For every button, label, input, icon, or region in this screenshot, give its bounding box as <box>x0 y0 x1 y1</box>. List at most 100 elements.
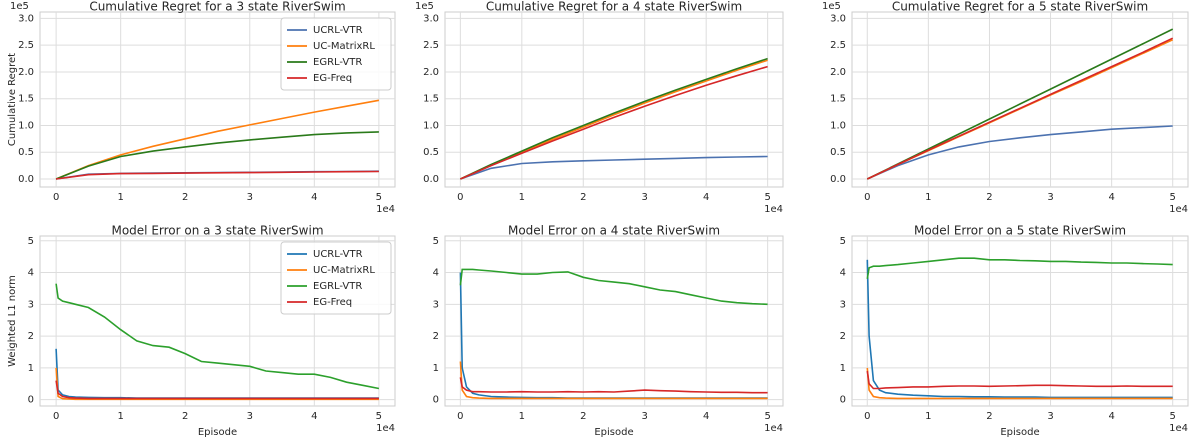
plot-area <box>851 11 1189 188</box>
y-tick-label: 0.5 <box>423 147 439 158</box>
x-axis-label: Episode <box>1000 427 1039 438</box>
subplot: 0 1 2 3 4 5 0 1 2 3 4 5 Model Error on a 5 state Riv… <box>840 224 1189 438</box>
y-tick-label: 0.0 <box>18 174 34 185</box>
y-axis-label: Cumulative Regret <box>7 53 18 146</box>
x-offset-label: 1e4 <box>376 204 395 215</box>
x-tick-label: 1 <box>925 411 931 422</box>
x-tick-label: 2 <box>580 411 586 422</box>
x-tick-label: 1 <box>519 192 525 203</box>
legend-label: EGRL-VTR <box>313 281 362 292</box>
legend-label: EG-Freq <box>313 73 352 84</box>
series-line <box>55 99 380 180</box>
x-tick-label: 2 <box>986 192 992 203</box>
plot-lines <box>459 268 768 400</box>
series-line <box>459 377 768 394</box>
y-tick-label: 0.5 <box>18 147 34 158</box>
y-tick-label: 1.5 <box>423 94 439 105</box>
x-tick-label: 3 <box>642 411 648 422</box>
series-line <box>460 57 768 180</box>
y-tick-label: 1.0 <box>18 120 34 131</box>
x-tick-label: 0 <box>53 192 59 203</box>
y-tick-label: 4 <box>840 268 846 279</box>
series-line <box>866 28 1174 180</box>
x-tick-label: 1 <box>117 192 123 203</box>
plot-lines <box>460 57 768 180</box>
series-line <box>866 257 1173 280</box>
y-tick-label: 1 <box>28 363 34 374</box>
plot-lines <box>866 28 1174 180</box>
x-tick-label: 2 <box>986 411 992 422</box>
series-line <box>866 370 1173 390</box>
x-tick-label: 1 <box>519 411 525 422</box>
y-tick-label: 3.0 <box>423 13 439 24</box>
x-tick-label: 1 <box>117 411 123 422</box>
y-tick-label: 0.0 <box>830 174 846 185</box>
y-tick-label: 5 <box>433 236 439 247</box>
chart-title: Model Error on a 4 state RiverSwim <box>508 224 720 238</box>
subplot: 0.0 0.5 1.0 1.5 2.0 2.5 3.0 0 1 2 3 4 5 Cumulative Re… <box>822 0 1189 215</box>
chart-title: Cumulative Regret for a 4 state RiverSwi… <box>486 0 742 14</box>
x-offset-label: 1e4 <box>764 204 783 215</box>
chart-title: Model Error on a 3 state RiverSwim <box>111 224 323 238</box>
x-tick-label: 5 <box>376 411 382 422</box>
subplot: 0.0 0.5 1.0 1.5 2.0 2.5 3.0 0 1 2 3 4 5 Cumulative Re… <box>415 0 784 215</box>
legend-label: EGRL-VTR <box>313 57 362 68</box>
series-line <box>866 125 1173 180</box>
x-tick-label: 4 <box>703 411 709 422</box>
x-tick-label: 2 <box>182 411 188 422</box>
x-axis-label: Episode <box>594 427 633 438</box>
chart-title: Model Error on a 5 state RiverSwim <box>914 224 1126 238</box>
x-tick-label: 1 <box>925 192 931 203</box>
plot-lines <box>866 257 1173 400</box>
series-line <box>55 131 379 180</box>
x-tick-label: 5 <box>1170 192 1176 203</box>
x-tick-label: 3 <box>1047 192 1053 203</box>
chart-title: Cumulative Regret for a 5 state RiverSwi… <box>892 0 1148 14</box>
y-tick-label: 5 <box>28 236 34 247</box>
legend-label: UCRL-VTR <box>313 249 363 260</box>
legend-label: UC-MatrixRL <box>313 265 375 276</box>
series-line <box>459 268 768 306</box>
series-line <box>866 37 1174 180</box>
y-tick-label: 3.0 <box>18 13 34 24</box>
x-tick-label: 4 <box>311 411 317 422</box>
x-offset-label: 1e4 <box>764 423 783 434</box>
plot-area <box>851 235 1189 407</box>
series-line <box>55 170 379 180</box>
x-tick-label: 2 <box>182 192 188 203</box>
y-tick-label: 1 <box>433 363 439 374</box>
x-tick-label: 5 <box>376 192 382 203</box>
y-tick-label: 1.0 <box>423 120 439 131</box>
series-line <box>55 367 379 401</box>
x-tick-label: 3 <box>247 192 253 203</box>
x-tick-label: 4 <box>1108 411 1114 422</box>
series-line <box>459 361 768 400</box>
y-tick-label: 2.0 <box>423 67 439 78</box>
plot-lines <box>55 99 380 180</box>
y-tick-label: 3.0 <box>830 13 846 24</box>
legend-label: UC-MatrixRL <box>313 41 375 52</box>
x-offset-label: 1e4 <box>1169 204 1188 215</box>
x-tick-label: 5 <box>764 411 770 422</box>
y-tick-label: 2.5 <box>830 40 846 51</box>
y-tick-label: 0 <box>840 395 846 406</box>
y-tick-label: 2 <box>433 331 439 342</box>
y-tick-label: 3 <box>840 299 846 310</box>
series-line <box>866 367 1173 400</box>
x-tick-label: 4 <box>703 192 709 203</box>
plot-lines <box>55 283 380 401</box>
y-tick-label: 3 <box>28 299 34 310</box>
y-tick-label: 2.0 <box>830 67 846 78</box>
x-tick-label: 0 <box>457 411 463 422</box>
legend-box <box>280 17 392 91</box>
x-tick-label: 0 <box>457 192 463 203</box>
subplot: 0.0 0.5 1.0 1.5 2.0 2.5 3.0 0 1 2 3 4 5 Cumulative Re… <box>7 0 396 215</box>
y-tick-label: 1 <box>840 363 846 374</box>
subplot: 0 1 2 3 4 5 0 1 2 3 4 5 Model Error on a 3 state Riv… <box>7 224 396 438</box>
series-line <box>460 155 768 180</box>
x-tick-label: 0 <box>864 192 870 203</box>
y-offset-label: 1e5 <box>822 1 841 12</box>
x-offset-label: 1e4 <box>1169 423 1188 434</box>
y-tick-label: 5 <box>840 236 846 247</box>
